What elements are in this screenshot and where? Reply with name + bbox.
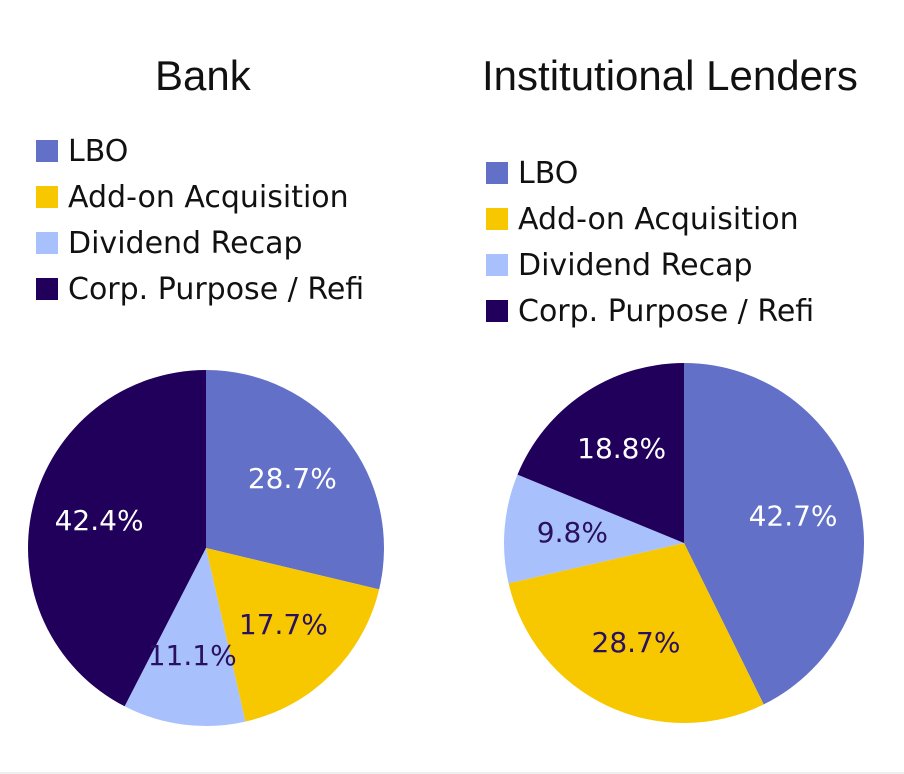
institutional-lenders-slice-add-on-acquisition bbox=[508, 543, 764, 723]
bank-data-label-corp-purpose-refi: 42.4% bbox=[55, 504, 144, 537]
bank-panel: Bank LBO Add-on Acquisition Dividend Rec… bbox=[0, 0, 440, 774]
legend-label-lbo: LBO bbox=[518, 155, 579, 191]
legend-label-add-on-acquisition: Add-on Acquisition bbox=[518, 201, 799, 237]
legend-item-dividend-recap: Dividend Recap bbox=[486, 242, 814, 288]
bank-slice-dividend-recap bbox=[124, 548, 246, 726]
legend-swatch-dividend-recap bbox=[486, 254, 508, 276]
legend-item-add-on-acquisition: Add-on Acquisition bbox=[486, 196, 814, 242]
bottom-divider bbox=[0, 772, 904, 774]
legend-item-lbo: LBO bbox=[36, 128, 364, 174]
legend-item-corp-purpose-refi: Corp. Purpose / Refi bbox=[486, 288, 814, 334]
legend-swatch-dividend-recap bbox=[36, 232, 58, 254]
legend-swatch-lbo bbox=[486, 162, 508, 184]
legend-swatch-corp-purpose-refi bbox=[486, 300, 508, 322]
institutional-lenders-pie-chart: 42.7% 28.7% 9.8% 18.8% bbox=[504, 363, 864, 723]
institutional-lenders-data-label-dividend-recap: 9.8% bbox=[537, 516, 608, 549]
bank-data-label-add-on-acquisition: 17.7% bbox=[239, 608, 328, 641]
legend-item-lbo: LBO bbox=[486, 150, 814, 196]
bank-chart-title: Bank bbox=[155, 52, 251, 99]
bank-data-label-dividend-recap: 11.1% bbox=[148, 639, 237, 672]
legend-item-add-on-acquisition: Add-on Acquisition bbox=[36, 174, 364, 220]
legend-item-dividend-recap: Dividend Recap bbox=[36, 220, 364, 266]
institutional-lenders-data-label-lbo: 42.7% bbox=[749, 500, 838, 533]
legend-label-lbo: LBO bbox=[68, 133, 129, 169]
legend-item-corp-purpose-refi: Corp. Purpose / Refi bbox=[36, 266, 364, 312]
legend-swatch-add-on-acquisition bbox=[486, 208, 508, 230]
institutional-lenders-slice-corp-purpose-refi bbox=[517, 363, 684, 543]
institutional-lenders-panel: Institutional Lenders LBO Add-on Acquisi… bbox=[460, 0, 904, 774]
legend-swatch-corp-purpose-refi bbox=[36, 278, 58, 300]
bank-legend: LBO Add-on Acquisition Dividend Recap Co… bbox=[36, 128, 364, 312]
institutional-lenders-slice-lbo bbox=[684, 363, 864, 705]
legend-label-add-on-acquisition: Add-on Acquisition bbox=[68, 179, 349, 215]
legend-label-dividend-recap: Dividend Recap bbox=[68, 225, 303, 261]
legend-swatch-lbo bbox=[36, 140, 58, 162]
institutional-lenders-data-label-add-on-acquisition: 28.7% bbox=[592, 626, 681, 659]
institutional-lenders-data-label-corp-purpose-refi: 18.8% bbox=[577, 432, 666, 465]
legend-swatch-add-on-acquisition bbox=[36, 186, 58, 208]
legend-label-corp-purpose-refi: Corp. Purpose / Refi bbox=[518, 293, 815, 329]
bank-slice-lbo bbox=[206, 370, 384, 590]
bank-slice-corp-purpose-refi bbox=[27, 370, 206, 707]
bank-slice-add-on-acquisition bbox=[206, 548, 380, 722]
bank-data-label-lbo: 28.7% bbox=[248, 462, 337, 495]
institutional-lenders-chart-title: Institutional Lenders bbox=[482, 52, 858, 99]
legend-label-dividend-recap: Dividend Recap bbox=[518, 247, 753, 283]
institutional-lenders-legend: LBO Add-on Acquisition Dividend Recap Co… bbox=[486, 150, 814, 334]
legend-label-corp-purpose-refi: Corp. Purpose / Refi bbox=[68, 271, 365, 307]
institutional-lenders-slice-dividend-recap bbox=[504, 474, 684, 584]
bank-pie-chart: 28.7% 17.7%11.1% 42.4% bbox=[27, 370, 384, 726]
